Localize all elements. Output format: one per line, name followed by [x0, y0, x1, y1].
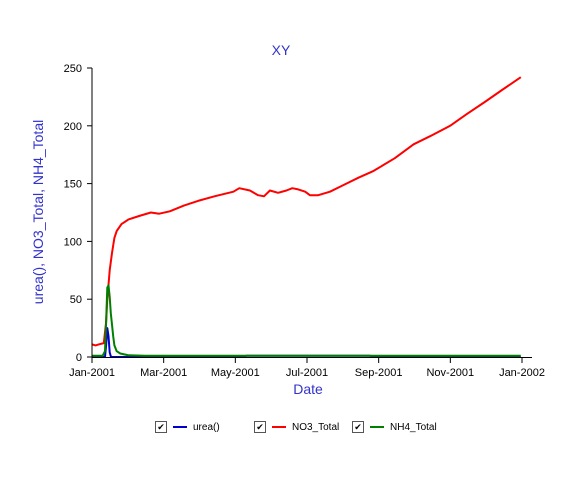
- y-tick-label: 150: [64, 179, 82, 191]
- legend-label: NO3_Total: [292, 421, 340, 433]
- y-tick-label: 50: [70, 294, 82, 306]
- x-tick-label: Jan-2001: [69, 367, 115, 379]
- x-tick-label: May-2001: [211, 367, 260, 379]
- y-tick-label: 200: [64, 121, 82, 133]
- legend-label: urea(): [193, 421, 220, 433]
- x-tick-label: Jul-2001: [286, 367, 328, 379]
- y-tick-label: 250: [64, 63, 82, 75]
- series-line-3: [92, 284, 521, 357]
- y-tick-label: 100: [64, 236, 82, 248]
- legend-checkbox[interactable]: ✔: [352, 421, 364, 433]
- legend-checkbox[interactable]: ✔: [254, 421, 266, 433]
- x-tick-label: Nov-2001: [426, 367, 474, 379]
- legend-swatch: [272, 426, 286, 428]
- legend-item-1: ✔ urea(): [155, 419, 220, 435]
- x-tick-label: Jan-2002: [499, 367, 545, 379]
- axes-layer: 0 50 100 150 200 250 Jan-2001 Mar-2001 May-2001 J…: [64, 63, 545, 379]
- x-axis-title: Date: [293, 381, 323, 397]
- legend-swatch: [173, 426, 187, 428]
- legend-swatch: [370, 426, 384, 428]
- x-tick-label: Sep-2001: [355, 367, 403, 379]
- legend-item-2: ✔ NO3_Total: [254, 419, 339, 435]
- y-tick-label: 0: [76, 352, 82, 364]
- chart-title: XY: [272, 42, 291, 58]
- series-line-1: [92, 327, 521, 358]
- legend-checkbox[interactable]: ✔: [155, 421, 167, 433]
- series-layer: [91, 76, 522, 358]
- legend: ✔ urea() ✔ NO3_Total ✔ NH4_Total: [0, 419, 562, 435]
- y-axis-title: urea(), NO3_Total, NH4_Total: [30, 120, 46, 304]
- series-line-2: [91, 76, 522, 347]
- legend-label: NH4_Total: [390, 421, 437, 433]
- legend-item-3: ✔ NH4_Total: [352, 419, 437, 435]
- x-tick-label: Mar-2001: [140, 367, 187, 379]
